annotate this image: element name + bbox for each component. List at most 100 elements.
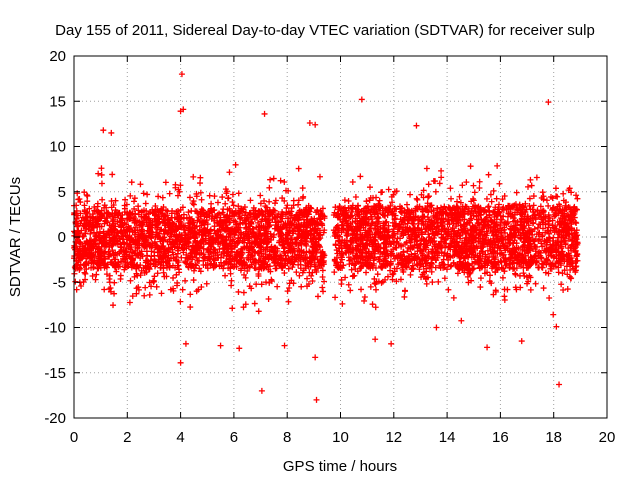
x-tick-label: 4: [176, 429, 184, 446]
data-point: [433, 324, 440, 331]
data-point: [554, 193, 561, 200]
data-point: [226, 205, 233, 212]
y-tick-label: 15: [49, 93, 66, 110]
data-point: [128, 179, 135, 186]
data-point: [219, 194, 226, 201]
data-point: [110, 302, 117, 309]
data-point: [560, 190, 567, 197]
data-point: [230, 202, 237, 209]
data-point: [187, 304, 194, 311]
data-point: [134, 245, 141, 252]
data-point: [363, 269, 370, 276]
data-point: [366, 184, 373, 191]
data-point: [525, 183, 532, 190]
data-point: [229, 305, 236, 312]
x-tick-label: 8: [283, 429, 291, 446]
data-point: [95, 170, 102, 177]
data-point: [154, 270, 161, 277]
data-points: [71, 71, 581, 403]
y-axis-label: SDTVAR / TECUs: [7, 177, 24, 297]
data-point: [100, 127, 107, 134]
data-point: [123, 227, 130, 234]
data-point: [155, 193, 162, 200]
data-point: [73, 207, 80, 214]
data-point: [247, 197, 254, 204]
data-point: [203, 280, 210, 287]
data-point: [233, 221, 240, 228]
data-point: [494, 162, 501, 169]
x-tick-label: 14: [439, 429, 456, 446]
data-point: [309, 277, 316, 284]
data-point: [127, 277, 134, 284]
data-point: [504, 286, 511, 293]
data-point: [117, 276, 124, 283]
data-point: [459, 182, 466, 189]
data-point: [403, 201, 410, 208]
data-point: [217, 259, 224, 266]
data-point: [372, 286, 379, 293]
y-tick-label: -20: [44, 410, 66, 427]
data-point: [84, 198, 91, 205]
data-point: [265, 295, 272, 302]
data-point: [112, 256, 119, 263]
data-point: [319, 254, 326, 261]
data-point: [332, 294, 339, 301]
data-point: [137, 181, 144, 188]
data-point: [129, 258, 136, 265]
data-point: [281, 342, 288, 349]
data-point: [338, 281, 345, 288]
data-point: [210, 246, 217, 253]
data-point: [367, 283, 374, 290]
data-point: [73, 286, 80, 293]
data-point: [255, 308, 262, 315]
x-tick-label: 12: [385, 429, 402, 446]
data-point: [278, 236, 285, 243]
x-tick-label: 6: [230, 429, 238, 446]
data-point: [388, 340, 395, 347]
data-point: [235, 190, 242, 197]
data-point: [372, 336, 379, 343]
data-point: [546, 295, 553, 302]
data-point: [438, 174, 445, 181]
data-point: [267, 176, 274, 183]
data-point: [345, 197, 352, 204]
data-point: [146, 291, 153, 298]
data-point: [432, 188, 439, 195]
data-point: [361, 297, 368, 304]
data-point: [299, 185, 306, 192]
data-point: [178, 214, 185, 221]
data-point: [120, 239, 127, 246]
data-point: [501, 297, 508, 304]
data-point: [182, 340, 189, 347]
data-point: [166, 190, 173, 197]
data-point: [157, 264, 164, 271]
data-point: [124, 228, 131, 235]
data-point: [197, 189, 204, 196]
data-point: [320, 288, 327, 295]
data-point: [255, 257, 262, 264]
data-point: [198, 196, 205, 203]
data-point: [173, 210, 180, 217]
y-tick-label: -15: [44, 365, 66, 382]
data-point: [296, 272, 303, 279]
data-point: [485, 203, 492, 210]
data-point: [175, 259, 182, 266]
data-point: [180, 226, 187, 233]
data-point: [266, 198, 273, 205]
data-point: [186, 194, 193, 201]
data-point: [435, 278, 442, 285]
data-point: [423, 165, 430, 172]
data-point: [87, 230, 94, 237]
data-point: [476, 178, 483, 185]
data-point: [142, 200, 149, 207]
data-point: [161, 231, 168, 238]
data-point: [556, 381, 563, 388]
data-point: [527, 176, 534, 183]
x-tick-label: 10: [332, 429, 349, 446]
data-point: [177, 359, 184, 366]
data-point: [197, 180, 204, 187]
data-point: [373, 194, 380, 201]
data-point: [190, 173, 197, 180]
